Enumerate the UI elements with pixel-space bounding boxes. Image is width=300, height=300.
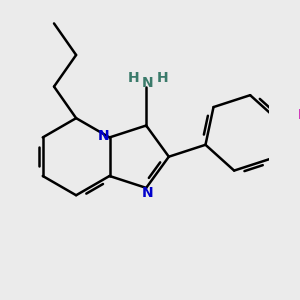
Text: F: F — [298, 108, 300, 122]
Text: H: H — [128, 70, 139, 85]
Text: H: H — [156, 70, 168, 85]
Text: N: N — [98, 129, 109, 143]
Text: N: N — [142, 76, 154, 90]
Text: N: N — [141, 186, 153, 200]
